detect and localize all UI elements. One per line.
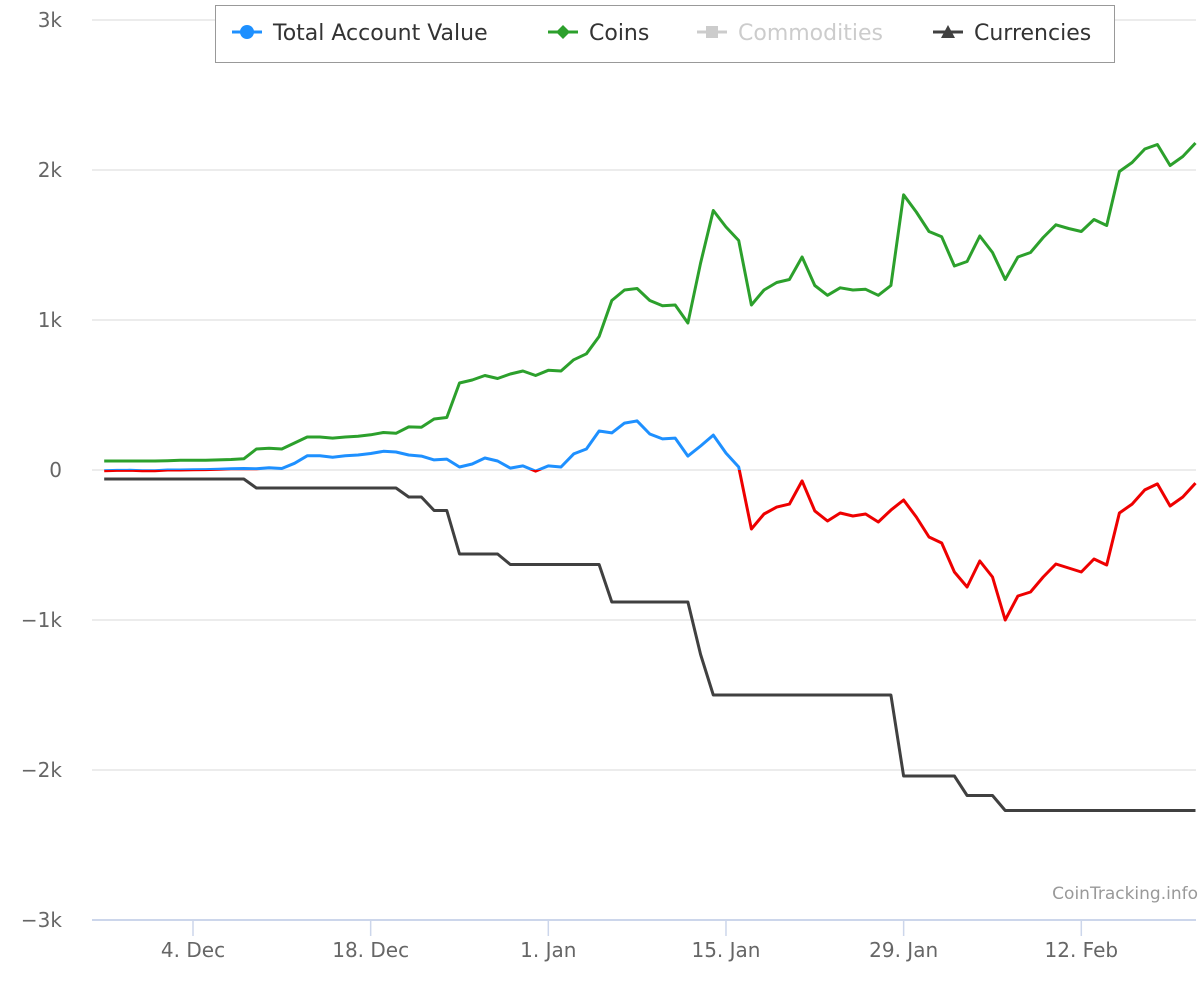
series-lines xyxy=(104,141,1197,812)
watermark: CoinTracking.info xyxy=(1052,884,1198,904)
diamond-marker-icon xyxy=(556,25,570,39)
x-tick-label: 15. Jan xyxy=(691,938,760,962)
y-tick-label: −3k xyxy=(21,908,62,932)
square-marker-icon xyxy=(706,26,718,38)
gridlines xyxy=(92,19,1196,771)
x-tick-label: 4. Dec xyxy=(161,938,225,962)
y-tick-label: 1k xyxy=(38,308,63,332)
legend-label: Commodities xyxy=(738,21,883,46)
legend-item-commodities[interactable]: Commodities xyxy=(697,21,883,46)
coins-line xyxy=(104,141,1197,463)
y-tick-label: 0 xyxy=(49,458,62,482)
y-tick-label: −1k xyxy=(21,608,62,632)
y-tick-label: 3k xyxy=(38,8,63,32)
total-account-value-line-positive xyxy=(104,419,741,470)
legend-item-currencies[interactable]: Currencies xyxy=(933,21,1091,46)
circle-marker-icon xyxy=(240,25,254,39)
y-axis: 3k 2k 1k 0 −1k −2k −3k xyxy=(21,8,62,932)
x-tick-label: 29. Jan xyxy=(869,938,938,962)
triangle-marker-icon xyxy=(941,25,955,38)
x-tick-label: 18. Dec xyxy=(332,938,409,962)
legend-box xyxy=(215,5,1115,63)
x-axis: 4. Dec 18. Dec 1. Jan 15. Jan 29. Jan 12. Feb xyxy=(92,919,1196,962)
total-account-value-line-negative xyxy=(104,470,1197,622)
currencies-line xyxy=(104,477,1196,812)
y-tick-label: 2k xyxy=(38,158,63,182)
y-tick-label: −2k xyxy=(21,758,62,782)
legend-label: Currencies xyxy=(974,21,1091,46)
x-tick-label: 1. Jan xyxy=(520,938,576,962)
legend-item-coins[interactable]: Coins xyxy=(548,21,649,46)
legend-label: Total Account Value xyxy=(272,21,488,46)
legend: Total Account Value Coins Commodities Curre… xyxy=(215,5,1115,63)
legend-label: Coins xyxy=(589,21,649,46)
x-tick-label: 12. Feb xyxy=(1045,938,1119,962)
legend-item-total-account-value[interactable]: Total Account Value xyxy=(232,21,488,46)
